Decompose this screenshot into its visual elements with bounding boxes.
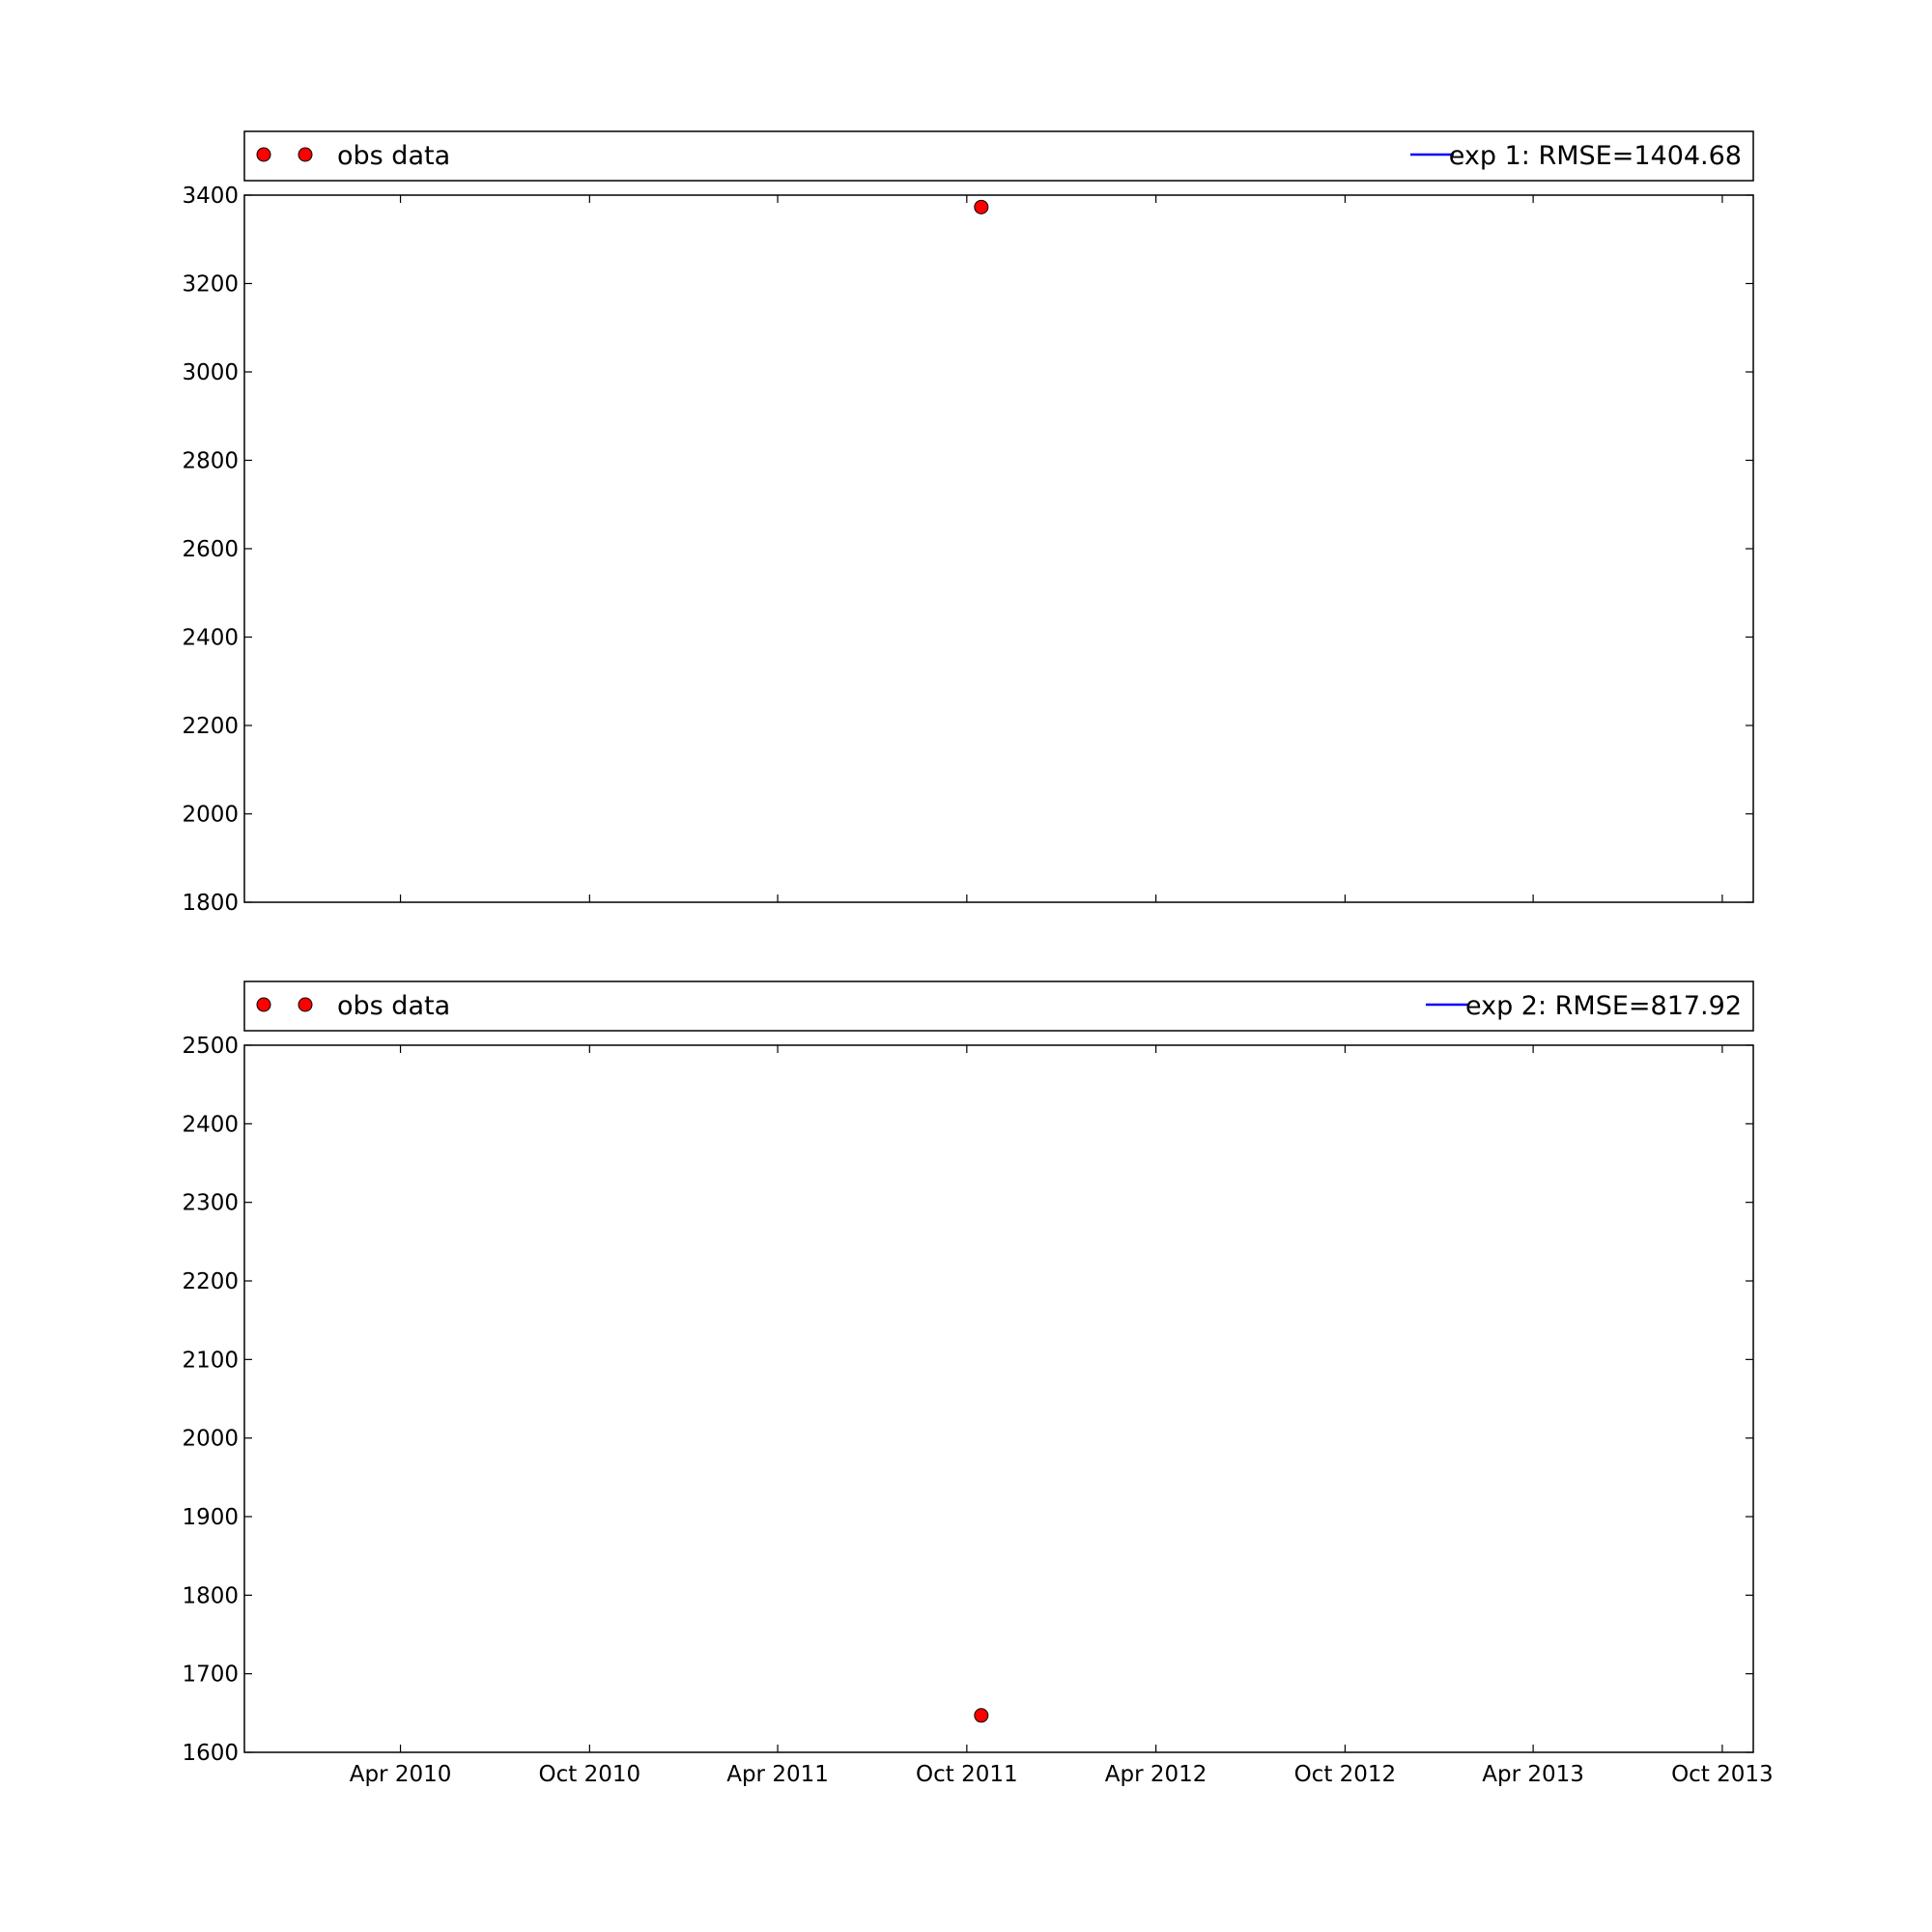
panel-2: obs data exp 2: RMSE=817.92 1600 1700 1800… [182, 980, 1774, 1787]
axis-ticks-2: 1600 1700 1800 1900 2000 2100 2200 2300 2400 2500… [182, 1034, 1773, 1787]
legend-1: obs data exp 1: RMSE=1404.68 [243, 130, 1754, 182]
legend-1-frame [243, 130, 1754, 182]
y-tick-label: 3400 [182, 184, 239, 209]
y-tick-label: 2800 [182, 449, 239, 474]
x-tick-label: Apr 2013 [1482, 1762, 1584, 1787]
legend-2-obs-marker-b [298, 997, 313, 1012]
x-tick-label: Oct 2012 [1294, 1762, 1397, 1787]
legend-1-obs-marker-a [256, 147, 271, 162]
obs-data-point [974, 199, 989, 214]
y-tick-label: 1800 [182, 891, 239, 916]
y-tick-label: 2100 [182, 1348, 239, 1373]
y-tick-label: 1900 [182, 1505, 239, 1530]
legend-2-obs-marker-a [256, 997, 271, 1012]
y-tick-label: 2000 [182, 1427, 239, 1452]
x-tick-label: Apr 2012 [1105, 1762, 1208, 1787]
y-tick-label: 3000 [182, 360, 239, 385]
y-tick-label: 2600 [182, 537, 239, 562]
legend-2-model-label: exp 2: RMSE=817.92 [1465, 991, 1742, 1021]
y-tick-label: 2400 [182, 1112, 239, 1137]
y-tick-label: 2400 [182, 626, 239, 651]
y-tick-label: 2200 [182, 714, 239, 739]
x-tick-label: Apr 2011 [726, 1762, 829, 1787]
x-tick-label: Oct 2011 [916, 1762, 1018, 1787]
legend-1-model-label: exp 1: RMSE=1404.68 [1449, 141, 1742, 171]
obs-points-2 [974, 1708, 989, 1723]
axis-ticks-1: 1800 2000 2200 2400 2600 2800 3000 3200 3400 [182, 184, 1753, 916]
y-tick-label: 2000 [182, 803, 239, 828]
y-tick-label: 3200 [182, 272, 239, 298]
y-tick-label: 1800 [182, 1583, 239, 1608]
x-tick-label: Oct 2013 [1671, 1762, 1774, 1787]
plot-area-2 [243, 1044, 1754, 1753]
legend-1-obs-label: obs data [337, 141, 450, 171]
y-tick-label: 2200 [182, 1269, 239, 1294]
y-tick-label: 2500 [182, 1034, 239, 1059]
y-tick-label: 1600 [182, 1741, 239, 1766]
legend-2-obs-label: obs data [337, 991, 450, 1021]
obs-points-1 [974, 199, 989, 214]
y-tick-label: 1700 [182, 1662, 239, 1688]
x-tick-label: Oct 2010 [539, 1762, 641, 1787]
panel-1: obs data exp 1: RMSE=1404.68 1800 2000 220… [182, 130, 1754, 916]
legend-1-obs-marker-b [298, 147, 313, 162]
legend-2: obs data exp 2: RMSE=817.92 [243, 980, 1754, 1032]
obs-data-point [974, 1708, 989, 1723]
x-tick-label: Apr 2010 [350, 1762, 452, 1787]
legend-2-frame [243, 980, 1754, 1032]
y-tick-label: 2300 [182, 1191, 239, 1216]
